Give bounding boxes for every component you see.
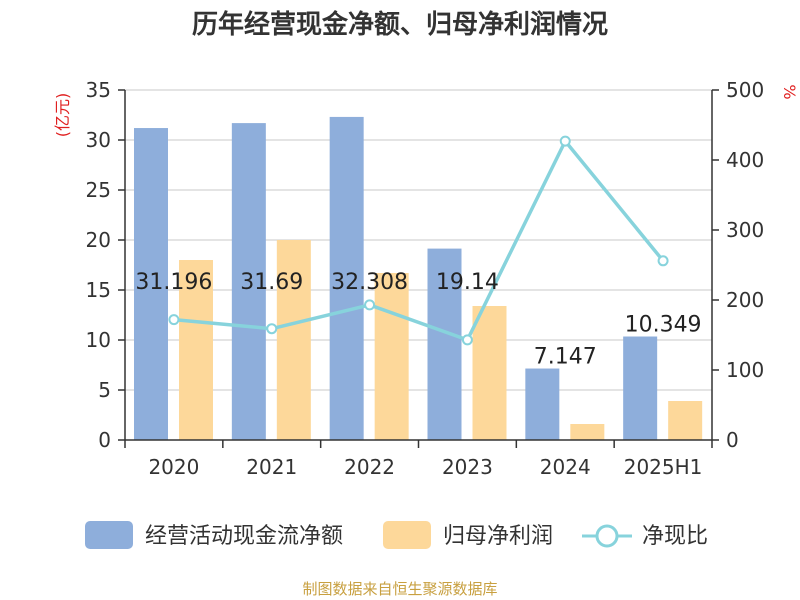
y-left-tick-label: 0 xyxy=(98,428,111,452)
y-right-tick-label: 300 xyxy=(726,218,764,242)
bar-cash-flow xyxy=(525,368,560,440)
x-tick-label: 2021 xyxy=(246,455,297,479)
axes: 0 5 10 15 20 25 30 35 0 100 200 300 400 500 2020 2021 20… xyxy=(86,78,765,479)
x-tick-label: 2025H1 xyxy=(624,455,703,479)
y-right-tick-label: 500 xyxy=(726,78,764,102)
data-label-cash-flow: 19.14 xyxy=(436,270,499,295)
x-tick-label: 2024 xyxy=(540,455,591,479)
ratio-line xyxy=(168,135,669,346)
y-left-tick-label: 35 xyxy=(86,78,111,102)
bar-cash-flow xyxy=(329,116,364,441)
ratio-point xyxy=(266,323,278,335)
x-tick-label: 2020 xyxy=(148,455,199,479)
bar-cash-flow xyxy=(623,336,658,440)
data-label-cash-flow: 32.308 xyxy=(331,270,408,295)
ratio-point xyxy=(364,299,376,311)
y-left-tick-label: 5 xyxy=(98,378,111,402)
bar-net-profit xyxy=(374,273,409,440)
y-right-tick-label: 100 xyxy=(726,358,764,382)
left-axis-unit: (亿元) xyxy=(53,93,72,138)
y-right-tick-label: 0 xyxy=(726,428,739,452)
y-left-tick-label: 30 xyxy=(86,128,111,152)
legend-cash-label: 经营活动现金流净额 xyxy=(145,524,343,549)
bar-net-profit xyxy=(472,306,507,440)
bars xyxy=(134,116,703,441)
legend-profit-label: 归母净利润 xyxy=(443,524,553,549)
bar-net-profit xyxy=(668,401,703,440)
y-left-tick-label: 20 xyxy=(86,228,111,252)
grid-lines xyxy=(125,89,712,391)
ratio-point xyxy=(657,255,669,267)
y-left-tick-label: 15 xyxy=(86,278,111,302)
data-label-cash-flow: 31.196 xyxy=(135,270,212,295)
ratio-point xyxy=(559,135,571,147)
legend-profit-swatch xyxy=(383,521,431,549)
bar-net-profit xyxy=(179,260,213,440)
y-right-tick-label: 400 xyxy=(726,148,764,172)
bar-cash-flow xyxy=(427,248,462,440)
legend-cash-swatch xyxy=(85,521,133,549)
y-left-tick-label: 25 xyxy=(86,178,111,202)
ratio-polyline xyxy=(173,139,665,342)
ratio-point xyxy=(168,314,180,326)
legend-ratio-circle-icon xyxy=(595,524,619,548)
y-left-tick-label: 10 xyxy=(86,328,111,352)
x-tick-label: 2023 xyxy=(442,455,493,479)
x-tick-label: 2022 xyxy=(344,455,395,479)
data-label-cash-flow: 31.69 xyxy=(240,270,303,295)
source-note: 制图数据来自恒生聚源数据库 xyxy=(302,580,498,598)
chart-title: 历年经营现金净额、归母净利润情况 xyxy=(191,10,608,40)
bar-cash-flow xyxy=(231,123,266,440)
right-axis-unit: % xyxy=(780,84,799,99)
ratio-point xyxy=(461,334,473,346)
bar-net-profit xyxy=(276,240,311,440)
data-labels: 31.196 31.69 32.308 19.14 7.147 10.349 xyxy=(135,270,701,370)
bar-cash-flow xyxy=(134,128,168,441)
y-right-tick-label: 200 xyxy=(726,288,764,312)
legend-ratio-label: 净现比 xyxy=(642,524,708,549)
legend: 经营活动现金流净额 归母净利润 净现比 xyxy=(85,521,708,549)
data-label-cash-flow: 7.147 xyxy=(534,345,597,370)
data-label-cash-flow: 10.349 xyxy=(625,313,702,338)
bar-net-profit xyxy=(570,424,605,440)
